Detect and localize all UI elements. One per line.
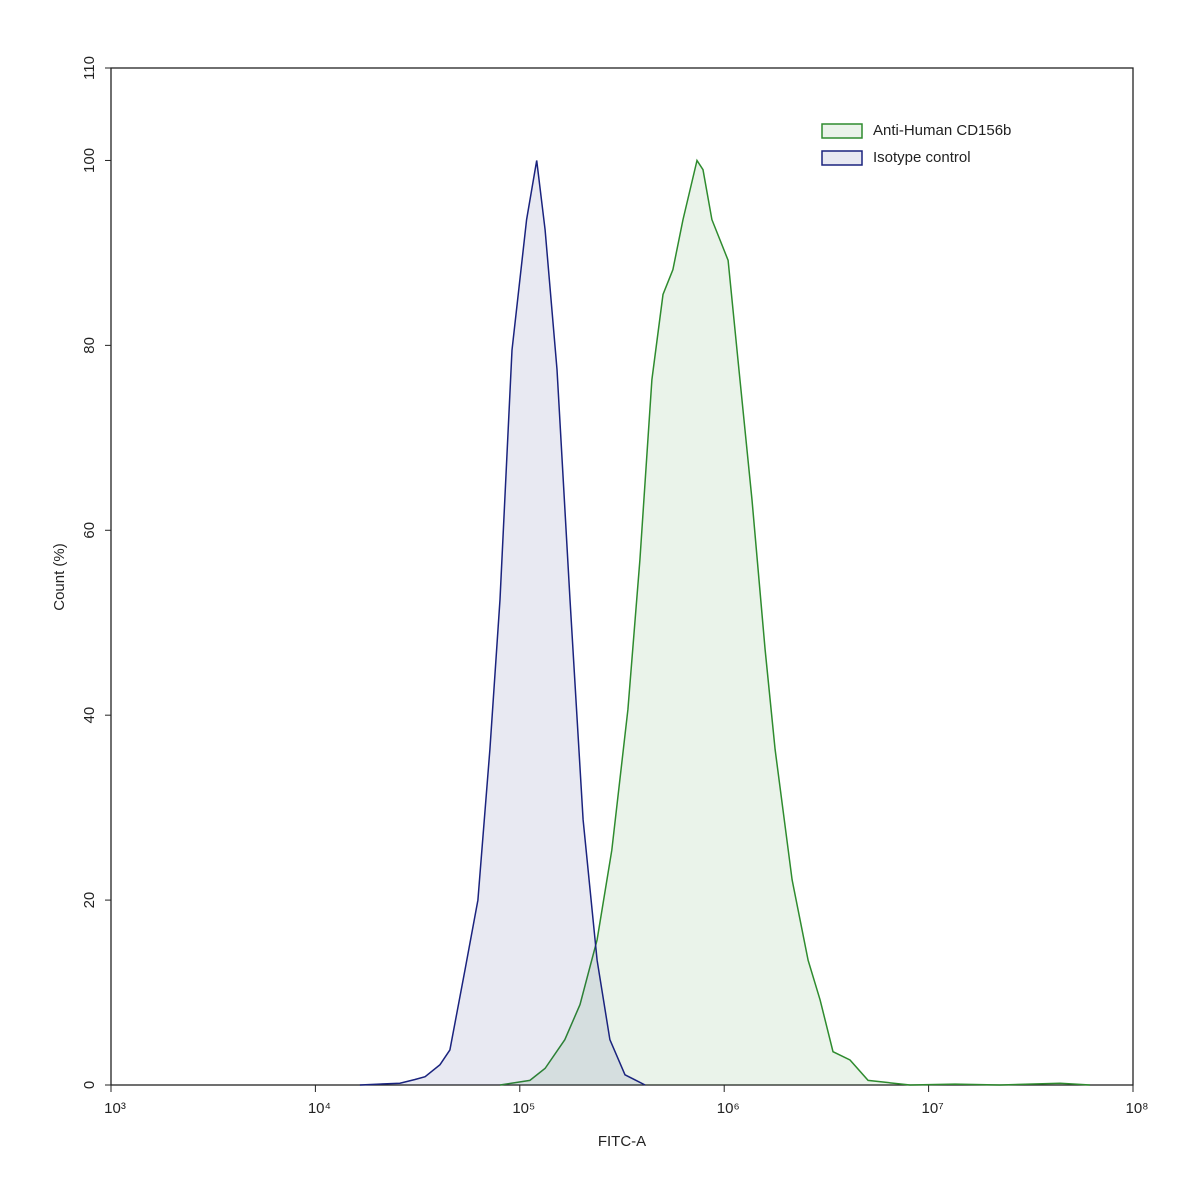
legend-label: Isotype control [873,149,971,166]
x-tick-label: 10³ [104,1100,126,1117]
y-tick-label: 20 [81,892,98,909]
y-tick-label: 110 [81,56,98,80]
legend-label: Anti-Human CD156b [873,122,1011,139]
x-tick-label: 10⁴ [308,1100,331,1117]
y-tick-label: 80 [81,337,98,354]
series-area [359,160,646,1086]
legend-swatch [821,123,863,139]
x-tick-label: 10⁷ [922,1100,944,1117]
y-tick-label: 60 [81,522,98,539]
x-tick-label: 10⁵ [512,1100,535,1117]
series-area [499,158,1091,1086]
y-axis-label: Count (%) [51,543,68,611]
y-tick-label: 0 [81,1081,98,1089]
x-tick-label: 10⁶ [717,1100,740,1117]
x-tick-label: 10⁸ [1125,1100,1148,1117]
y-tick-label: 100 [81,148,98,173]
x-axis-label: FITC-A [598,1133,646,1150]
legend-swatch [821,150,863,166]
y-tick-label: 40 [81,707,98,724]
plot-frame [110,67,1134,1086]
